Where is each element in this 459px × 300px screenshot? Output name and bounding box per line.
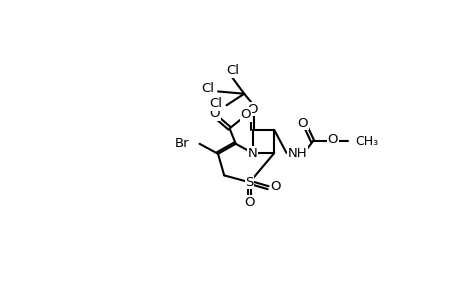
Text: O: O [209, 107, 220, 120]
Text: Cl: Cl [226, 64, 239, 77]
Text: O: O [247, 103, 257, 116]
Text: Cl: Cl [209, 97, 222, 110]
Text: NH: NH [287, 146, 307, 160]
Text: O: O [244, 196, 254, 209]
Text: O: O [297, 116, 308, 130]
Text: O: O [240, 108, 251, 121]
Text: O: O [327, 134, 337, 146]
Text: CH₃: CH₃ [354, 135, 377, 148]
Text: N: N [247, 146, 257, 160]
Text: O: O [270, 180, 280, 193]
Text: S: S [245, 176, 253, 189]
Text: Cl: Cl [200, 82, 213, 95]
Text: Br: Br [174, 137, 189, 150]
